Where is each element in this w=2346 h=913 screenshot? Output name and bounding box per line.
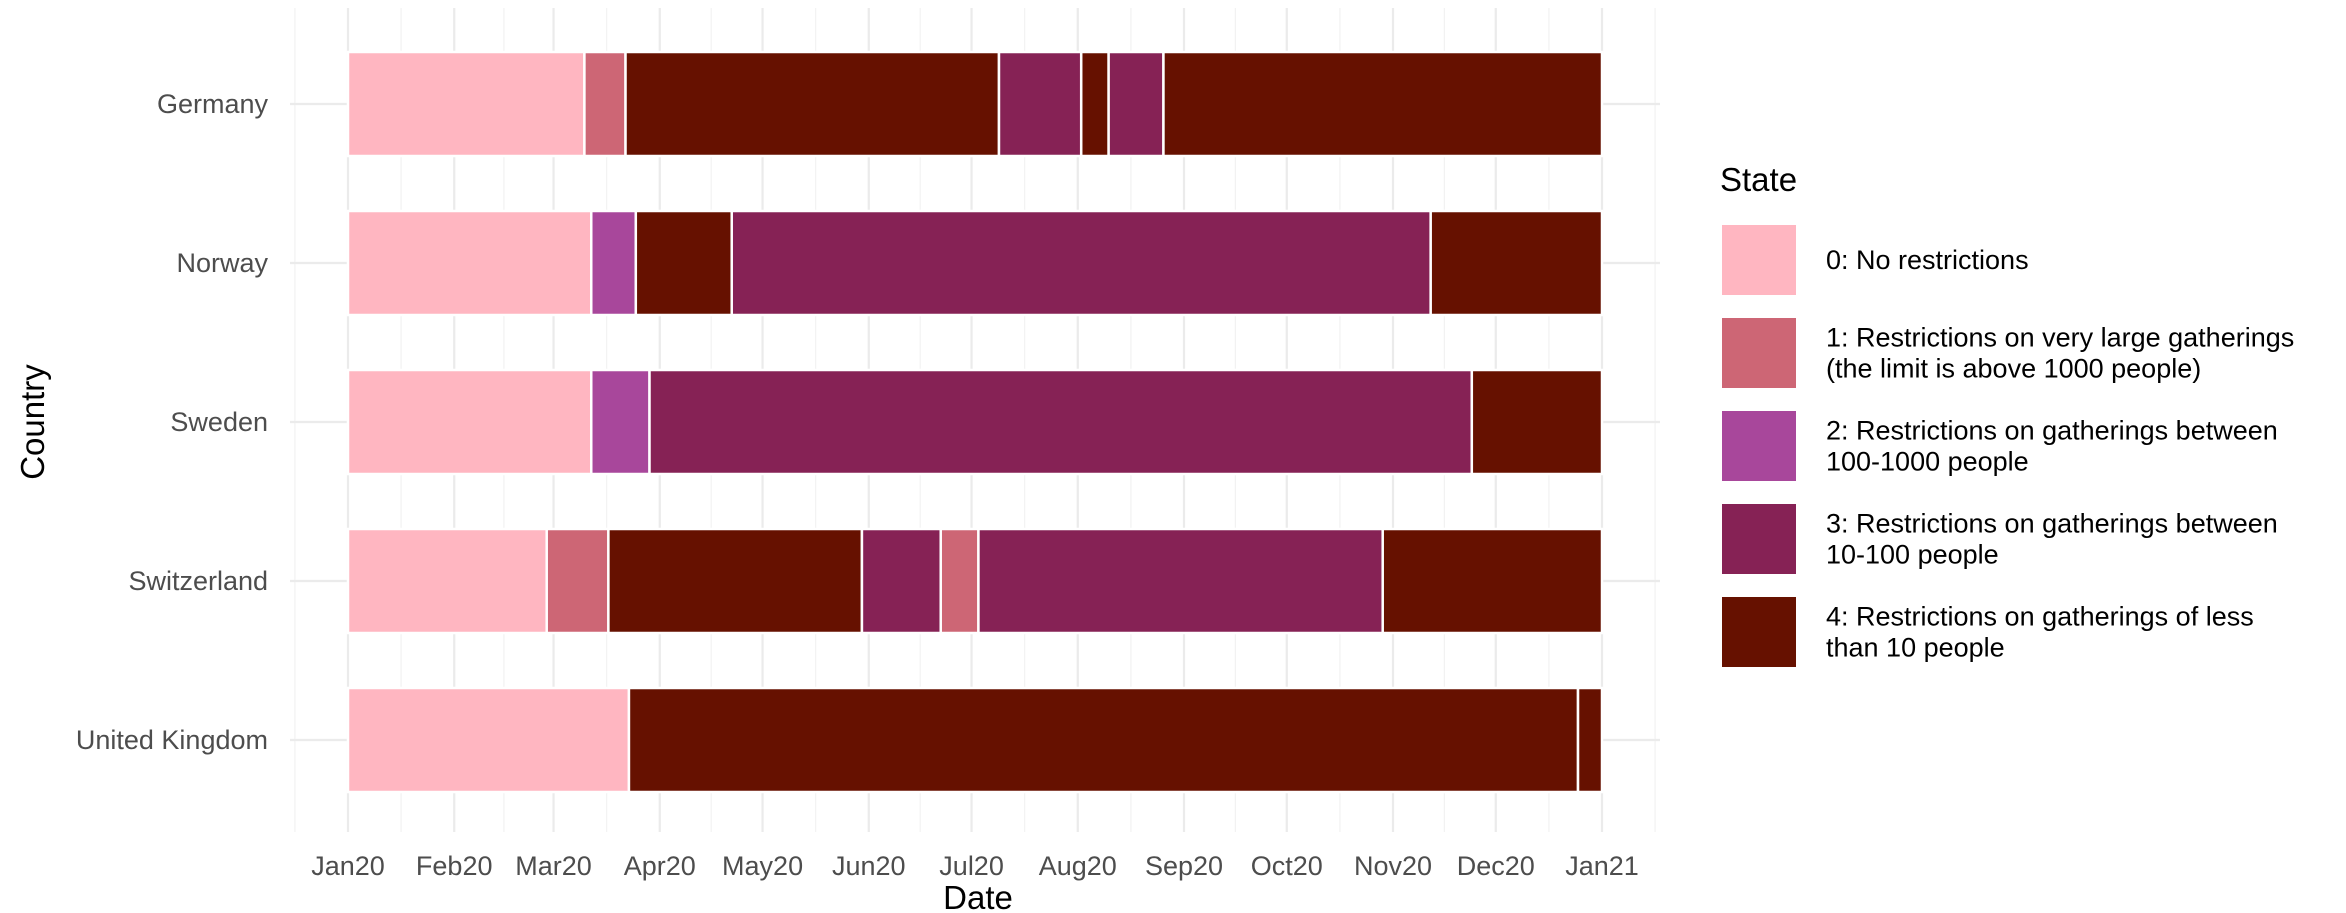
bar-row-united-kingdom	[346, 686, 1604, 794]
legend-label: 0: No restrictions	[1826, 245, 2029, 275]
bar-segment-state-4	[1381, 527, 1604, 635]
bar-row-germany	[346, 50, 1604, 158]
legend-title: State	[1720, 161, 1797, 198]
legend-label: (the limit is above 1000 people)	[1826, 354, 2201, 384]
bar-segment-state-1	[939, 527, 980, 635]
bar-segment-state-4	[1162, 50, 1604, 158]
legend-label: 10-100 people	[1826, 540, 1999, 570]
bar-segment-state-4	[1429, 209, 1604, 317]
bar-segment-state-0	[346, 368, 593, 476]
legend-entry-0: 0: No restrictions	[1722, 225, 2029, 295]
y-tick-label: Sweden	[170, 407, 268, 437]
legend-entry-3: 3: Restrictions on gatherings between10-…	[1722, 504, 2278, 574]
x-tick-label: Aug20	[1039, 851, 1117, 881]
x-tick-label: Apr20	[624, 851, 696, 881]
bar-segment-state-4	[1079, 50, 1110, 158]
bar-segment-state-4	[607, 527, 864, 635]
legend-entry-4: 4: Restrictions on gatherings of lesstha…	[1722, 597, 2254, 667]
legend-entry-2: 2: Restrictions on gatherings between100…	[1722, 411, 2278, 481]
x-tick-label: Nov20	[1354, 851, 1432, 881]
bar-segment-state-1	[545, 527, 610, 635]
legend-key	[1722, 597, 1796, 667]
bar-segment-state-3	[1107, 50, 1165, 158]
bar-segment-state-3	[977, 527, 1384, 635]
legend: State 0: No restrictions 1: Restrictions …	[1720, 161, 2294, 667]
legend-label: 4: Restrictions on gatherings of less	[1826, 602, 2254, 632]
bar-segment-state-4	[1470, 368, 1604, 476]
legend-key	[1722, 225, 1796, 295]
bar-segment-state-0	[346, 686, 631, 794]
bar-segment-state-4	[624, 50, 1001, 158]
x-tick-label: Dec20	[1457, 851, 1535, 881]
y-tick-label: Switzerland	[128, 566, 268, 596]
bar-segment-state-2	[590, 368, 651, 476]
bar-segment-state-0	[346, 527, 548, 635]
bar-row-sweden	[346, 368, 1604, 476]
bar-segment-state-0	[346, 209, 593, 317]
x-tick-labels: Jan20 Feb20 Mar20 Apr20 May20 Jun20 Jul20 Aug20…	[311, 851, 1639, 881]
y-tick-label: Norway	[176, 248, 268, 278]
x-tick-label: Jan20	[311, 851, 385, 881]
bar-row-norway	[346, 209, 1604, 317]
legend-entry-1: 1: Restrictions on very large gatherings…	[1722, 318, 2294, 388]
bar-segment-state-0	[346, 50, 586, 158]
x-axis-title: Date	[943, 879, 1013, 913]
bar-segment-state-2	[590, 209, 638, 317]
x-tick-label: Oct20	[1251, 851, 1323, 881]
x-tick-label: Mar20	[515, 851, 592, 881]
y-tick-label: United Kingdom	[76, 725, 268, 755]
bar-segment-state-3	[648, 368, 1474, 476]
legend-key	[1722, 411, 1796, 481]
bar-row-switzerland	[346, 527, 1604, 635]
legend-label: 100-1000 people	[1826, 447, 2029, 477]
legend-label: 1: Restrictions on very large gatherings	[1826, 323, 2294, 353]
y-tick-labels: Germany Norway Sweden Switzerland United Kin…	[76, 89, 269, 755]
x-tick-label: Jul20	[939, 851, 1004, 881]
x-tick-label: Sep20	[1145, 851, 1223, 881]
y-axis-title: Country	[14, 364, 51, 480]
x-tick-label: May20	[722, 851, 803, 881]
bar-segment-state-3	[860, 527, 942, 635]
bar-segment-state-4	[627, 686, 1580, 794]
bar-segment-state-1	[583, 50, 627, 158]
x-tick-label: Jun20	[832, 851, 906, 881]
bars-layer	[346, 50, 1604, 794]
x-tick-label: Feb20	[416, 851, 493, 881]
bar-segment-state-3	[997, 50, 1083, 158]
bar-segment-state-3	[730, 209, 1432, 317]
legend-key	[1722, 504, 1796, 574]
bar-segment-state-4	[1576, 686, 1604, 794]
x-tick-label: Jan21	[1565, 851, 1639, 881]
y-tick-label: Germany	[157, 89, 269, 119]
legend-label: 2: Restrictions on gatherings between	[1826, 416, 2278, 446]
legend-label: than 10 people	[1826, 633, 2005, 663]
legend-label: 3: Restrictions on gatherings between	[1826, 509, 2278, 539]
bar-segment-state-4	[634, 209, 733, 317]
legend-key	[1722, 318, 1796, 388]
